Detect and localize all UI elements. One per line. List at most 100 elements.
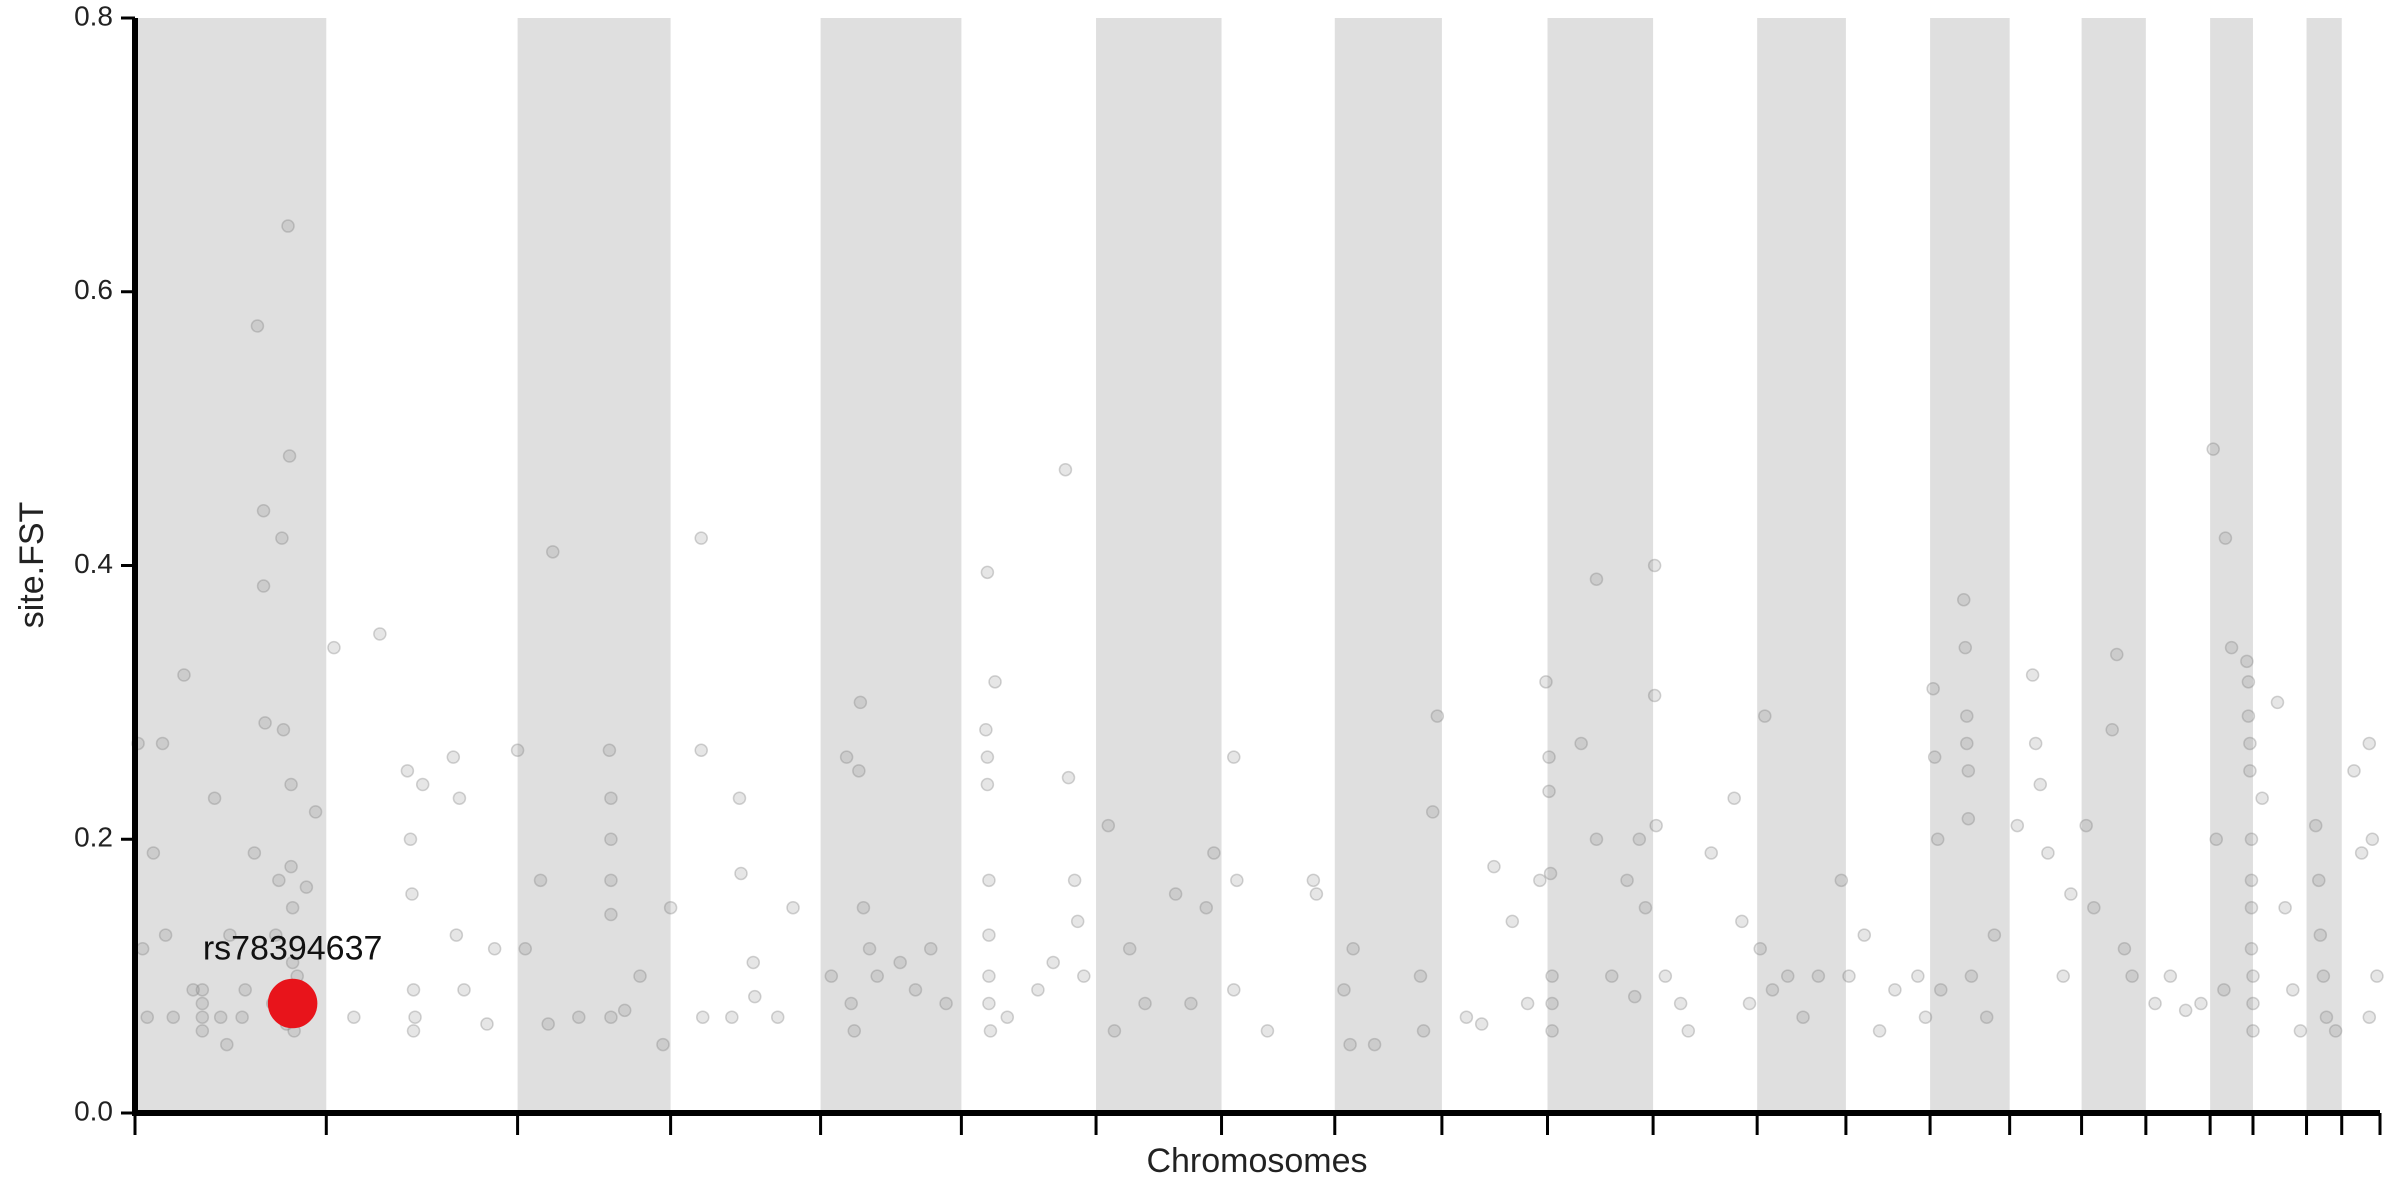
point [347, 1010, 361, 1024]
point [1459, 1010, 1474, 1024]
chromosome-band [135, 18, 327, 1113]
point [893, 955, 907, 970]
point [1834, 873, 1849, 888]
point [982, 996, 996, 1011]
point [980, 777, 995, 792]
point [980, 565, 995, 580]
point [663, 900, 678, 915]
point [1888, 983, 1902, 997]
point [839, 750, 854, 764]
point [1911, 969, 1925, 983]
point [2125, 969, 2139, 983]
point [1753, 942, 1767, 956]
point [2293, 1024, 2308, 1038]
point [1058, 462, 1073, 477]
point [572, 1010, 586, 1024]
chromosome-band [1547, 18, 1654, 1113]
point [275, 531, 289, 545]
point [406, 983, 421, 997]
point [694, 531, 708, 545]
point [1961, 764, 1976, 778]
point [457, 983, 471, 997]
y-axis-label: site.FST [13, 502, 51, 629]
point [770, 1010, 785, 1024]
point [734, 866, 748, 881]
axes [121, 16, 2382, 1135]
point [533, 873, 548, 888]
point [2362, 736, 2377, 751]
point [299, 880, 314, 894]
point [1416, 1024, 1431, 1038]
point [2243, 736, 2257, 751]
point [2246, 969, 2260, 983]
point [748, 989, 762, 1004]
point [1960, 709, 1974, 723]
point [238, 983, 252, 997]
point [2370, 969, 2384, 983]
point [1926, 681, 1940, 696]
marks [131, 219, 2384, 1052]
point [1620, 873, 1634, 888]
point [2347, 764, 2361, 778]
point [1658, 969, 1673, 983]
point [2312, 873, 2326, 888]
point [480, 1017, 494, 1031]
point [1649, 818, 1663, 833]
point [2209, 832, 2224, 846]
point [824, 969, 839, 983]
point [2028, 736, 2043, 751]
point [2240, 654, 2254, 669]
point [1000, 1010, 1015, 1024]
point [1542, 784, 1556, 799]
point [1742, 996, 1757, 1011]
point [195, 1024, 210, 1038]
point [284, 777, 298, 792]
point [1542, 750, 1556, 764]
point [786, 900, 800, 915]
point [1918, 1010, 1933, 1024]
point [694, 743, 708, 758]
point [207, 791, 222, 805]
point [452, 791, 467, 805]
point [1184, 996, 1198, 1011]
point [604, 1010, 618, 1024]
point [195, 996, 210, 1011]
point [308, 805, 323, 819]
point [2362, 1010, 2377, 1024]
point [725, 1010, 739, 1024]
point [2316, 969, 2331, 983]
point [1796, 1010, 1810, 1024]
point [518, 942, 532, 956]
point [983, 1024, 998, 1038]
point [633, 969, 647, 983]
point [1927, 750, 1942, 764]
point [1681, 1024, 1696, 1038]
point [177, 668, 191, 682]
point [1987, 928, 2002, 942]
point [1647, 558, 1662, 573]
point [258, 716, 272, 730]
point [2354, 846, 2369, 860]
point [195, 983, 210, 997]
point [1367, 1037, 1382, 1052]
point [446, 750, 461, 764]
point [1067, 873, 1082, 888]
bands [135, 18, 2342, 1113]
point [510, 743, 525, 758]
point [2270, 695, 2285, 710]
point [1070, 914, 1085, 929]
point [982, 873, 996, 888]
point [1101, 818, 1116, 833]
point [285, 900, 300, 915]
point [2110, 647, 2124, 662]
point [1673, 996, 1688, 1011]
point [1979, 1010, 1994, 1024]
point [166, 1010, 181, 1024]
point [604, 832, 618, 846]
point [1727, 791, 1741, 805]
point [2246, 996, 2260, 1011]
point [2079, 818, 2093, 833]
point [1589, 572, 1604, 586]
point [924, 942, 938, 956]
